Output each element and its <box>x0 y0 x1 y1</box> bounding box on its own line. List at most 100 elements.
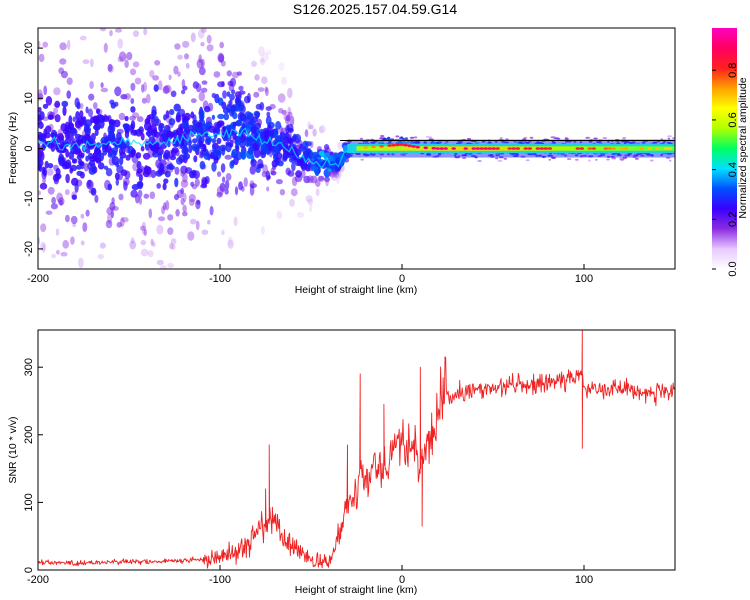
spectral-blob <box>287 106 292 116</box>
colorbar-ticks: 0.0 0.2 0.4 0.6 0.8 <box>712 63 739 277</box>
spectral-blob <box>307 121 311 130</box>
y-tick-label: 0 <box>23 145 35 151</box>
spectral-blob <box>523 136 528 139</box>
spectral-blob <box>135 152 142 159</box>
spectral-blob <box>198 28 205 39</box>
spectral-blob <box>180 197 185 206</box>
spectral-blob <box>264 131 268 142</box>
spectral-blob <box>140 248 149 257</box>
spectral-blob <box>130 120 136 130</box>
spectral-blob <box>50 132 58 139</box>
spectral-blob <box>59 58 67 65</box>
spectral-peak <box>363 146 368 149</box>
spectral-blob <box>197 139 203 148</box>
spectral-blob <box>190 98 197 104</box>
spectral-blob <box>174 194 179 201</box>
spectral-blob <box>477 160 482 162</box>
spectral-blob <box>117 38 123 49</box>
spectral-blob <box>276 210 283 220</box>
spectral-blob <box>118 156 124 166</box>
spectral-blob <box>602 137 608 139</box>
spectral-blob <box>611 157 617 160</box>
spectral-blob <box>137 182 143 190</box>
spectral-blob <box>174 166 180 175</box>
spectral-blob <box>315 188 320 197</box>
spectral-peak <box>403 143 408 147</box>
spectral-blob <box>285 167 291 176</box>
spectral-blob <box>138 174 143 183</box>
spectral-peak <box>439 147 444 150</box>
spectral-blob <box>171 244 176 250</box>
spectral-blob <box>118 51 127 62</box>
spectral-blob <box>79 139 84 145</box>
spectral-blob <box>324 176 330 183</box>
spectral-blob <box>55 168 61 176</box>
spectral-blob <box>46 168 54 176</box>
colorbar <box>712 28 737 269</box>
spectral-blob <box>308 124 314 130</box>
spectral-peak <box>407 144 412 147</box>
spectral-blob <box>156 183 161 189</box>
spectral-blob <box>129 115 136 121</box>
spectral-blob <box>291 161 296 172</box>
spectral-blob <box>401 137 405 140</box>
spectral-blob <box>109 29 113 37</box>
spectral-blob <box>149 124 157 134</box>
spectral-blob <box>53 87 61 96</box>
spectral-blob <box>275 160 280 166</box>
spectral-blob <box>319 125 326 134</box>
spectral-blob <box>495 157 499 160</box>
spectral-blob <box>413 136 418 139</box>
spectral-blob <box>130 189 138 198</box>
spectral-blob <box>147 250 154 258</box>
spectral-blob <box>281 109 287 115</box>
spectral-blob <box>195 199 201 210</box>
spectral-blob <box>47 163 54 169</box>
spectral-blob <box>141 97 147 104</box>
spectral-blob <box>65 173 70 184</box>
spectral-blob <box>170 90 177 98</box>
spectral-blob <box>107 183 113 191</box>
spectral-blob <box>100 82 104 88</box>
spectral-blob <box>259 56 265 63</box>
spectral-blob <box>129 240 137 250</box>
spectral-blob <box>257 158 264 169</box>
spectral-blob <box>114 28 123 33</box>
spectral-blob <box>50 203 59 210</box>
spectral-blob <box>66 77 73 85</box>
spectral-blob <box>67 123 72 131</box>
spectral-blob <box>144 166 152 175</box>
spectral-blob <box>222 107 230 114</box>
y-tick-label: -10 <box>23 191 35 207</box>
spectral-peak <box>507 147 512 150</box>
snr-frame <box>37 329 676 571</box>
spectral-blob <box>157 80 163 91</box>
spectral-blob <box>124 59 129 68</box>
spectral-blob <box>224 188 229 195</box>
spectral-blob <box>198 91 205 102</box>
spectral-blob <box>120 94 128 100</box>
spectral-blob <box>71 177 79 186</box>
spectral-peak <box>539 147 544 150</box>
colorbar-tick-label: 0.8 <box>727 63 739 78</box>
spectral-blob <box>163 114 167 121</box>
spectral-blob <box>204 105 211 113</box>
spectral-peak <box>435 147 440 150</box>
spectral-blob <box>167 214 174 221</box>
spectral-blob <box>54 100 61 109</box>
spectral-blob <box>130 106 136 113</box>
spectral-blob <box>238 181 243 191</box>
spectral-blob <box>379 157 382 160</box>
spectral-peak <box>587 147 592 150</box>
spectral-blob <box>118 112 126 121</box>
spectral-blob <box>159 163 165 173</box>
spectral-blob <box>213 155 219 164</box>
spectral-blob <box>68 115 73 125</box>
spectral-blob <box>335 164 341 172</box>
spectral-blob <box>82 116 87 126</box>
spectral-blob <box>136 168 143 174</box>
spectral-blob <box>207 219 211 225</box>
spectral-blob <box>304 129 309 138</box>
spectral-blob <box>87 179 92 188</box>
spectral-blob <box>151 115 160 127</box>
